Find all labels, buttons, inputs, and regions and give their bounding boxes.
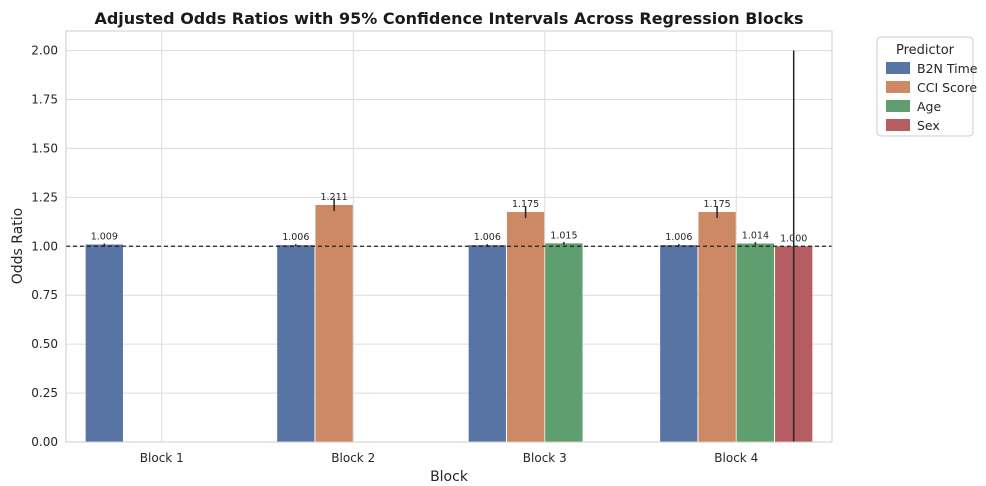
y-tick-label: 0.25	[31, 386, 58, 400]
bar-b2n-time-0	[85, 244, 123, 442]
y-axis-label: Odds Ratio	[10, 208, 26, 284]
legend-swatch	[886, 119, 910, 131]
y-tick-label: 0.50	[31, 337, 58, 351]
legend-swatch	[886, 100, 910, 112]
x-tick-label: Block 2	[331, 451, 375, 465]
data-labels: 1.009 1.006 1.006 1.006 1.211 1.175 1.175 1.015…	[91, 192, 808, 244]
legend-label: Sex	[917, 118, 940, 133]
bar-cci-score-3	[698, 212, 736, 442]
plot-frame	[65, 30, 833, 443]
bar-b2n-time-1	[277, 245, 315, 442]
data-label: 1.014	[742, 231, 769, 242]
data-label: 1.006	[474, 232, 501, 243]
x-tick-label: Block 3	[523, 451, 567, 465]
bar-cci-score-2	[506, 212, 545, 442]
data-label: 1.006	[282, 232, 309, 243]
x-tick-label: Block 4	[714, 451, 758, 465]
data-label: 1.006	[665, 232, 692, 243]
data-label: 1.000	[780, 233, 807, 244]
y-tick-label: 1.50	[31, 141, 58, 155]
legend-label: Age	[917, 99, 941, 114]
chart-title: Adjusted Odds Ratios with 95% Confidence…	[94, 9, 803, 28]
data-label: 1.015	[550, 230, 577, 241]
legend-title: Predictor	[896, 43, 955, 58]
legend-label: CCI Score	[917, 80, 977, 95]
legend-swatch	[886, 62, 910, 74]
y-tick-label: 1.75	[31, 93, 58, 107]
axes: 0.00 0.25 0.50 0.75 1.00 1.25 1.50 1.75 2.00 Bloc…	[31, 30, 833, 465]
error-bars	[103, 50, 795, 442]
data-label: 1.175	[703, 199, 730, 210]
legend-swatch	[886, 81, 910, 93]
bar-cci-score-1	[315, 204, 353, 442]
legend: Predictor B2N Time CCI Score Age Sex	[876, 36, 978, 137]
data-label: 1.175	[512, 199, 539, 210]
y-tick-label: 0.75	[31, 288, 58, 302]
data-label: 1.009	[91, 232, 118, 243]
bar-age-2	[545, 243, 583, 442]
x-axis-label: Block	[430, 469, 469, 485]
legend-label: B2N Time	[917, 61, 978, 76]
bar-b2n-time-2	[468, 245, 506, 442]
y-tick-label: 2.00	[31, 44, 58, 58]
y-tick-label: 1.25	[31, 190, 58, 204]
legend-items: B2N Time CCI Score Age Sex	[886, 61, 978, 133]
y-tick-label: 0.00	[31, 435, 58, 449]
x-tick-label: Block 1	[140, 451, 184, 465]
y-tick-label: 1.00	[31, 239, 58, 253]
bar-age-3	[736, 243, 775, 442]
bar-b2n-time-3	[660, 245, 698, 442]
data-label: 1.211	[320, 192, 347, 203]
